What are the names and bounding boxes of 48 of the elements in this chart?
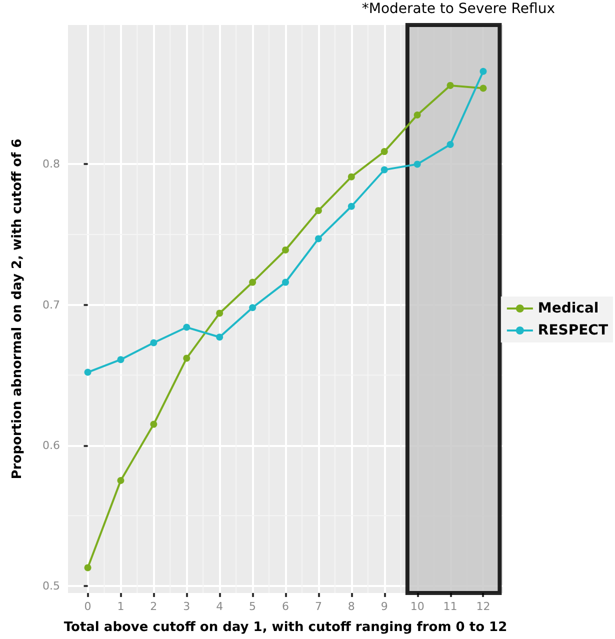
point [84,564,92,572]
x-tick-label: 4 [216,600,224,613]
point [249,304,256,312]
x-tick-label: 8 [348,600,355,613]
point [150,420,158,428]
point [380,148,388,156]
x-tick-label: 6 [282,600,289,613]
point [480,68,487,75]
x-tick-label: 12 [476,600,490,613]
legend-label: Medical [538,300,599,316]
x-tick-label: 1 [117,600,124,613]
point [446,82,454,89]
x-axis-title: Total above cutoff on day 1, with cutoff ranging from 0 to 12 [64,620,508,635]
point [150,339,158,346]
point [480,84,487,92]
point [117,356,124,364]
point [380,166,388,174]
point [314,235,322,242]
point [249,278,256,286]
point [84,368,92,376]
point [348,202,355,210]
x-tick-label: 2 [150,600,158,613]
x-tick-label: 0 [84,600,92,613]
legend-label: RESPECT [538,322,608,338]
x-tick-label: 7 [314,600,322,613]
y-tick-label: 0.7 [42,298,60,312]
point [414,160,421,168]
y-axis-title: Proportion abnormal on day 2, with cutoff of 6 [10,138,25,480]
y-tick-label: 0.5 [42,579,60,592]
point [348,173,355,180]
x-tick-label: 9 [380,600,388,613]
point [282,246,289,254]
x-tick-label: 10 [410,600,424,613]
point [117,477,124,484]
x-tick-label: 5 [249,600,256,613]
point [414,111,421,118]
point [183,324,190,331]
text: *Moderate to Severe Reflux [362,1,556,17]
x-tick-label: 11 [443,600,458,613]
point [216,310,224,317]
point [282,278,289,286]
point [314,207,322,214]
y-tick-label: 0.6 [42,438,60,452]
point [446,141,454,148]
point [183,354,190,362]
x-tick-label: 3 [183,600,190,613]
point [216,334,224,341]
y-tick-label: 0.8 [42,158,60,171]
